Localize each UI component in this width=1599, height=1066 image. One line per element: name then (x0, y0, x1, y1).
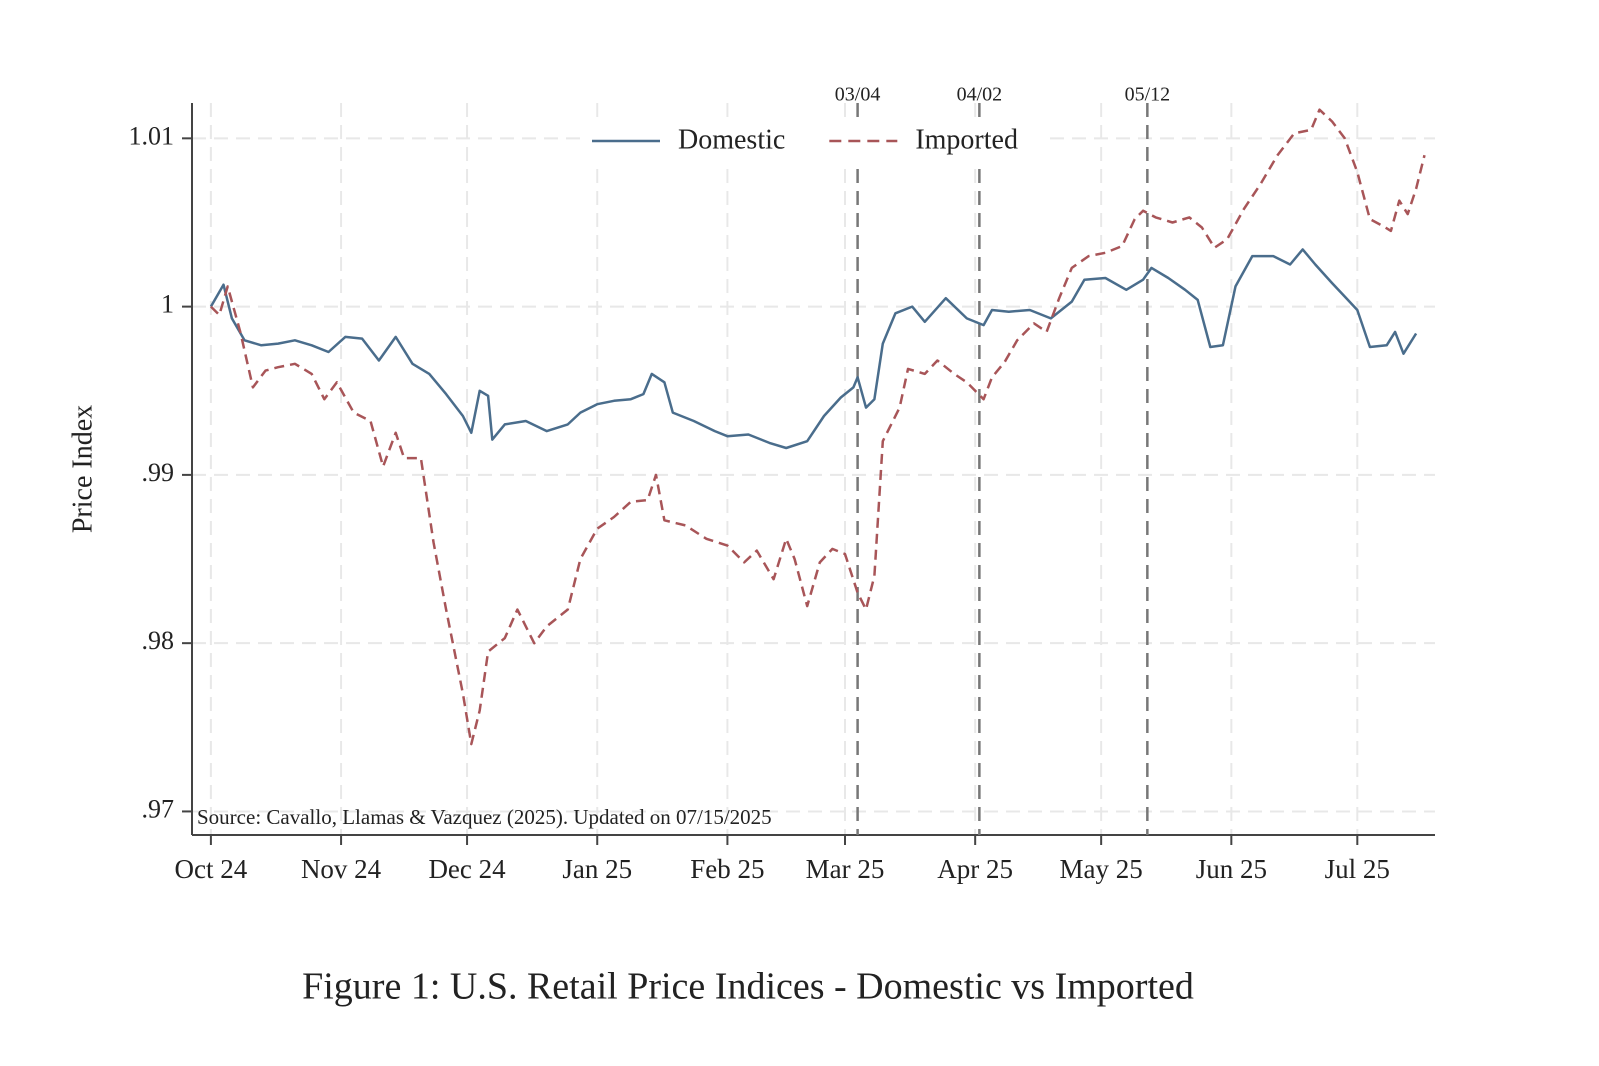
x-tick-label: Feb 25 (690, 854, 764, 884)
y-tick-label: .97 (142, 794, 175, 823)
x-tick-label: Jun 25 (1196, 854, 1267, 884)
y-tick-label: .98 (142, 626, 175, 655)
legend-box (580, 118, 1050, 168)
y-tick-label: .99 (142, 458, 175, 487)
x-tick-label: May 25 (1060, 854, 1143, 884)
x-tick-label: Dec 24 (428, 854, 506, 884)
x-tick-label: Oct 24 (175, 854, 248, 884)
y-tick-label: 1.01 (129, 121, 175, 150)
series-line (209, 248, 1418, 450)
source-note: Source: Cavallo, Llamas & Vazquez (2025)… (197, 805, 772, 829)
annotation-label: 05/12 (1125, 84, 1171, 106)
x-tick-label: Apr 25 (937, 854, 1013, 884)
legend-label: Imported (915, 124, 1018, 155)
x-tick-label: Jan 25 (562, 854, 632, 884)
caption: Figure 1: U.S. Retail Price Indices - Do… (302, 966, 1194, 1008)
x-tick-label: Mar 25 (806, 854, 885, 884)
x-tick-label: Jul 25 (1325, 854, 1390, 884)
series-line (210, 108, 1426, 746)
y-axis-label: Price Index (67, 405, 98, 533)
y-tick-label: 1 (161, 290, 174, 319)
annotation-label: 04/02 (957, 84, 1003, 106)
annotation-label: 03/04 (835, 84, 881, 106)
legend-label: Domestic (678, 124, 785, 155)
x-tick-label: Nov 24 (301, 854, 382, 884)
